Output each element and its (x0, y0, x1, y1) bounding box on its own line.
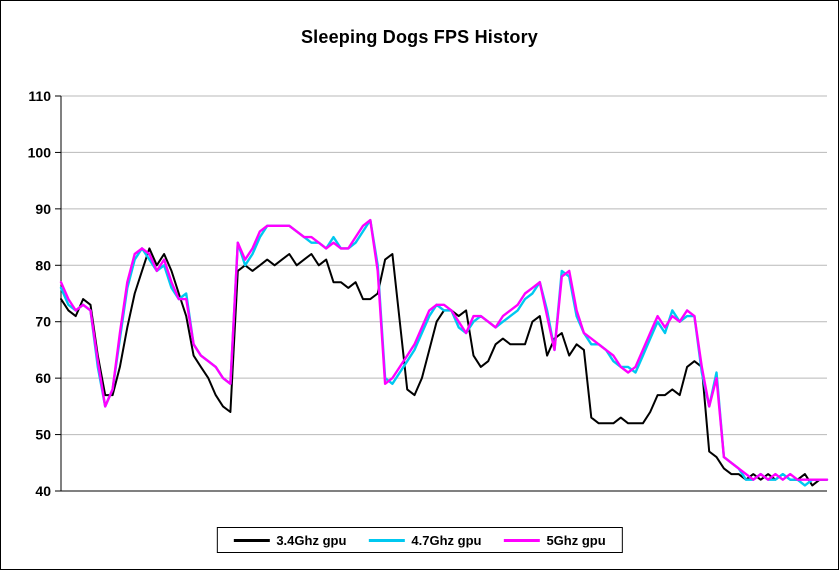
legend-line-sample-3-4ghz (233, 538, 270, 542)
legend: 3.4Ghz gpu 4.7Ghz gpu 5Ghz gpu (216, 527, 623, 553)
y-axis-tick-label: 70 (35, 314, 51, 330)
legend-item-4-7ghz-gpu: 4.7Ghz gpu (368, 533, 481, 548)
y-axis-tick-label: 110 (28, 88, 51, 104)
series-line-1 (59, 218, 829, 487)
legend-label-4-7ghz: 4.7Ghz gpu (411, 532, 482, 548)
legend-line-sample-5ghz (503, 538, 540, 542)
y-axis-tick-label: 80 (35, 257, 51, 273)
legend-line-sample-4-7ghz (368, 538, 405, 542)
y-axis-tick-label: 60 (35, 370, 51, 386)
legend-item-3-4ghz-gpu: 3.4Ghz gpu (233, 533, 346, 548)
series-line-0 (60, 247, 828, 487)
y-axis-tick-label: 50 (35, 427, 51, 443)
legend-label-5ghz: 5Ghz gpu (546, 532, 606, 548)
series-line-2 (59, 218, 829, 481)
legend-label-3-4ghz: 3.4Ghz gpu (276, 532, 347, 548)
chart-title: Sleeping Dogs FPS History (300, 27, 539, 47)
y-axis-tick-label: 40 (35, 483, 51, 499)
y-axis-tick-label: 100 (28, 144, 52, 160)
y-axis-tick-label: 90 (35, 201, 51, 217)
legend-item-5ghz-gpu: 5Ghz gpu (503, 532, 606, 548)
